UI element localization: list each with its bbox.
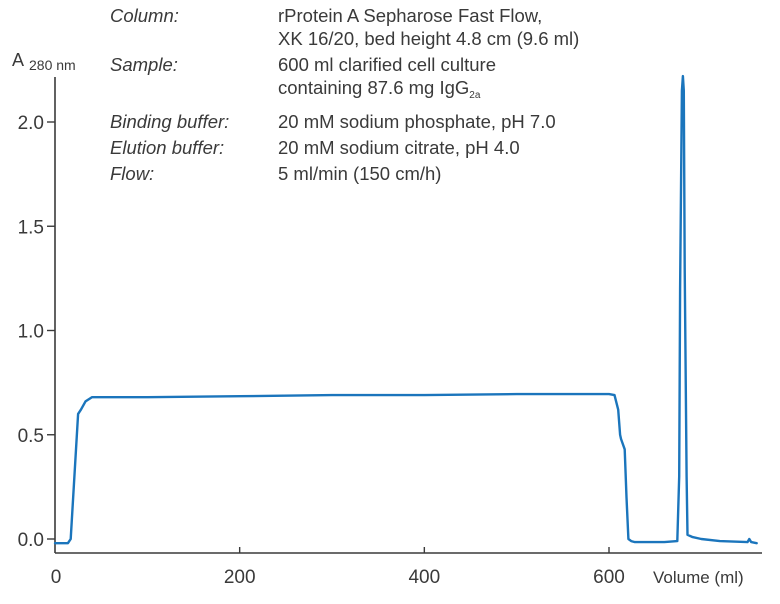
y-tick-label: 1.5 xyxy=(18,217,44,238)
column-value-line1: rProtein A Sepharose Fast Flow, xyxy=(278,5,543,26)
y-tick-label: 0.0 xyxy=(18,530,44,551)
y-tick-label: 2.0 xyxy=(18,113,44,134)
x-tick-label: 400 xyxy=(408,567,440,588)
a280-trace-line xyxy=(53,74,758,545)
column-value-line2: XK 16/20, bed height 4.8 cm (9.6 ml) xyxy=(278,28,580,49)
info-elution-row: Elution buffer: 20 mM sodium citrate, pH… xyxy=(110,136,579,159)
sample-value-text: containing 87.6 mg IgG xyxy=(278,77,470,98)
x-axis-title: Volume (ml) xyxy=(653,568,744,587)
elution-buffer-label: Elution buffer: xyxy=(110,137,225,158)
method-info-panel: Column: rProtein A Sepharose Fast Flow, … xyxy=(110,4,579,188)
elution-buffer-value: 20 mM sodium citrate, pH 4.0 xyxy=(278,137,520,158)
info-flow-row: Flow: 5 ml/min (150 cm/h) xyxy=(110,162,579,185)
sample-label: Sample: xyxy=(110,54,178,75)
y-axis-title: A 280 nm xyxy=(12,50,76,73)
y-tick-label: 0.5 xyxy=(18,426,44,447)
y-axis-ticks: 0.0 0.5 1.0 1.5 2.0 xyxy=(18,113,55,551)
sample-value-line1: 600 ml clarified cell culture xyxy=(278,54,496,75)
flow-value: 5 ml/min (150 cm/h) xyxy=(278,163,442,184)
x-axis-ticks: 0 200 400 600 xyxy=(51,547,625,588)
x-tick-label: 600 xyxy=(593,567,625,588)
x-tick-label: 200 xyxy=(224,567,256,588)
binding-buffer-value: 20 mM sodium phosphate, pH 7.0 xyxy=(278,111,556,132)
info-sample-row: Sample: 600 ml clarified cell culture co… xyxy=(110,53,579,107)
info-binding-row: Binding buffer: 20 mM sodium phosphate, … xyxy=(110,110,579,133)
sample-value-line2: containing 87.6 mg IgG2a xyxy=(278,76,496,107)
binding-buffer-label: Binding buffer: xyxy=(110,111,230,132)
igg-subclass-subscript: 2a xyxy=(469,90,481,101)
x-tick-label: 0 xyxy=(51,567,62,588)
column-label: Column: xyxy=(110,5,179,26)
info-column-row: Column: rProtein A Sepharose Fast Flow, … xyxy=(110,4,579,50)
flow-label: Flow: xyxy=(110,163,155,184)
y-tick-label: 1.0 xyxy=(18,322,44,343)
